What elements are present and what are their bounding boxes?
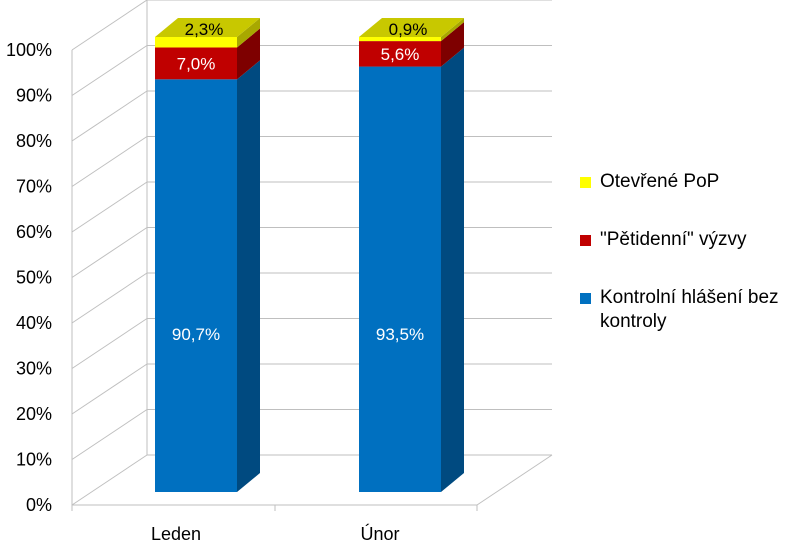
axes: 0% 10% 20% 30% 40% 50% 60% 70% 80% 90% 100% Leden Ún… <box>6 40 478 544</box>
gridlines <box>71 0 553 506</box>
y-tick-label: 10% <box>16 450 52 470</box>
bars <box>155 18 464 492</box>
gridline-diagonal <box>71 136 148 187</box>
legend-swatch-yellow <box>580 177 591 188</box>
y-tick-label: 50% <box>16 268 52 288</box>
legend-label: Otevřené PoP <box>600 171 720 192</box>
bar-side-face <box>441 47 464 492</box>
gridline-diagonal <box>71 272 148 324</box>
gridline-diagonal <box>71 181 148 233</box>
y-tick-label: 40% <box>16 313 52 333</box>
bar-side-face <box>237 60 260 492</box>
data-label: 7,0% <box>177 54 216 73</box>
data-label: 90,7% <box>172 325 220 344</box>
y-tick-label: 20% <box>16 404 52 424</box>
legend-item-petidenni-vyzvy: "Pětidenní" výzvy <box>578 228 798 252</box>
y-tick-label: 90% <box>16 86 52 106</box>
data-label: 93,5% <box>376 325 424 344</box>
gridline-diagonal <box>71 227 148 278</box>
gridline-diagonal <box>71 318 148 369</box>
gridline-diagonal <box>71 90 148 142</box>
y-tick-label: 70% <box>16 177 52 197</box>
floor-right-edge <box>476 454 553 506</box>
bar-segment <box>359 37 441 42</box>
legend-label: Kontrolní hlášení bez kontroly <box>600 287 779 332</box>
x-category-label: Únor <box>360 523 399 544</box>
y-tick-label: 80% <box>16 131 52 151</box>
legend: Otevřené PoP "Pětidenní" výzvy Kontrolní… <box>578 170 798 332</box>
gridline-diagonal <box>71 363 148 415</box>
data-label: 5,6% <box>381 45 420 64</box>
legend-item-otevrene-pop: Otevřené PoP <box>578 170 798 194</box>
legend-swatch-blue <box>580 293 591 304</box>
y-tick-label: 30% <box>16 359 52 379</box>
gridline-diagonal <box>71 454 148 506</box>
legend-swatch-red <box>580 235 591 246</box>
bar-side-face <box>441 22 464 67</box>
bar-side-face <box>441 18 464 42</box>
y-tick-label: 0% <box>26 495 52 515</box>
y-tick-label: 100% <box>6 40 52 60</box>
bar-segment <box>359 66 441 492</box>
data-label: 0,9% <box>389 20 428 39</box>
x-category-label: Leden <box>151 524 201 544</box>
bar-side-face <box>237 28 260 80</box>
bar-top-face <box>359 18 464 37</box>
y-tick-label: 60% <box>16 222 52 242</box>
data-label: 2,3% <box>185 20 224 39</box>
gridline-diagonal <box>71 409 148 460</box>
bar-segment <box>155 37 237 48</box>
data-labels: 90,7% 7,0% 2,3% 93,5% 5,6% 0,9% <box>172 20 427 344</box>
legend-label: "Pětidenní" výzvy <box>600 229 747 250</box>
bar-segment <box>359 41 441 67</box>
bar-side-face <box>237 18 260 48</box>
legend-item-kontrolni-hlaseni: Kontrolní hlášení bez kontroly <box>578 286 798 334</box>
bar-segment <box>155 47 237 80</box>
bar-top-face <box>155 18 260 37</box>
gridline-diagonal <box>71 0 148 51</box>
bar-segment <box>155 79 237 492</box>
gridline-diagonal <box>71 45 148 96</box>
